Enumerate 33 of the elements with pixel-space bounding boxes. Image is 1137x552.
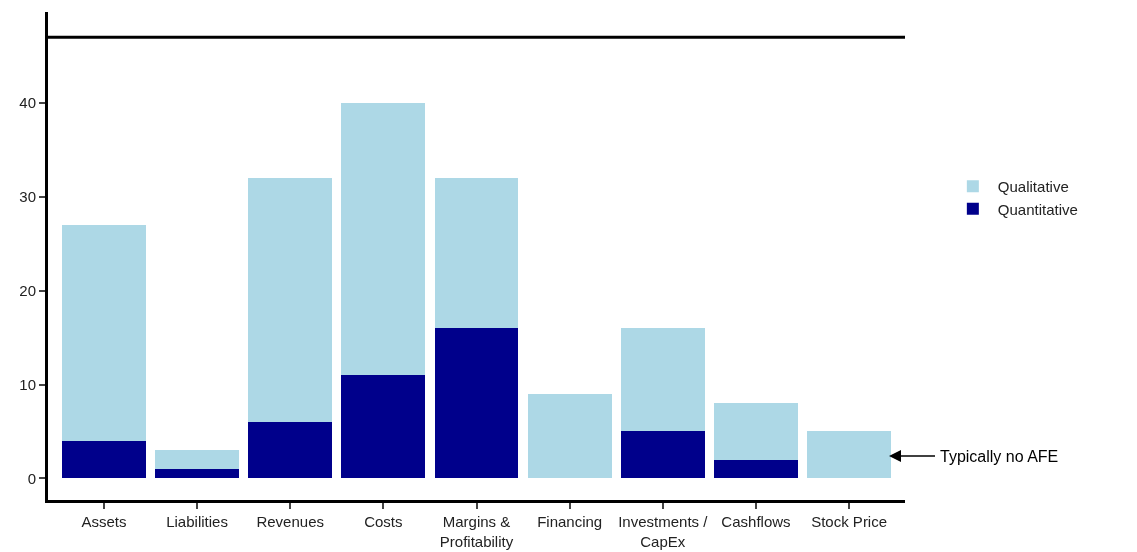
bar — [714, 459, 798, 479]
bar — [248, 178, 333, 423]
bar — [434, 178, 519, 329]
y-tick-label: 0 — [27, 469, 36, 487]
x-tick-label: Liabilities — [166, 513, 228, 530]
y-tick-label: 40 — [19, 94, 36, 112]
bar — [155, 450, 239, 470]
x-tick-label: Stock Price — [811, 513, 888, 530]
bar — [61, 225, 146, 441]
legend-label: Quantitative — [997, 200, 1078, 218]
bar — [155, 469, 239, 479]
x-tick-label: Assets — [81, 513, 127, 530]
legend-label: Qualitative — [997, 178, 1069, 196]
bar — [714, 403, 798, 460]
x-tick-label: Financing — [537, 513, 603, 530]
y-tick-label: 30 — [19, 188, 36, 206]
x-tick-label: Revenues — [256, 513, 324, 530]
bar — [527, 393, 612, 479]
bar — [341, 103, 426, 376]
bar — [620, 328, 705, 432]
bar — [341, 375, 426, 479]
bar — [248, 422, 333, 479]
bar — [434, 328, 519, 479]
x-tick-label: Investments / CapEx — [618, 513, 709, 550]
x-tick-label: Costs — [364, 513, 403, 530]
y-tick-label: 20 — [19, 281, 36, 299]
bar — [807, 431, 892, 479]
x-tick-label: Cashflows — [721, 513, 791, 530]
x-tick-label: Margins & Profitability — [439, 513, 514, 550]
bar — [61, 440, 146, 479]
y-tick-label: 10 — [19, 375, 36, 393]
text: Typically no AFE — [940, 448, 1059, 465]
bar — [620, 431, 705, 479]
